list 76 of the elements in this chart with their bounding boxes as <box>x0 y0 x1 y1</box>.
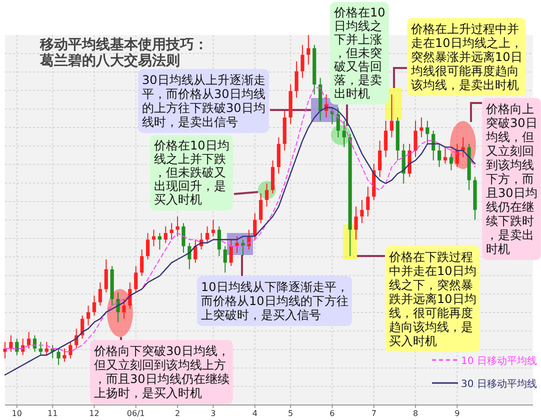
candlestick <box>140 249 144 276</box>
candlestick <box>134 266 138 293</box>
x-tick-label: 2 <box>174 409 180 418</box>
candlestick <box>164 226 168 244</box>
candlestick <box>443 146 448 164</box>
candlestick <box>146 232 150 260</box>
candlestick <box>270 160 275 194</box>
candlestick <box>56 348 60 366</box>
candlestick <box>420 117 424 138</box>
candlestick <box>426 120 430 144</box>
candlestick <box>264 183 269 208</box>
candlestick <box>104 258 108 293</box>
candlestick <box>217 226 221 257</box>
x-tick-label: 12 <box>89 409 100 418</box>
candlestick <box>378 140 382 178</box>
candlestick <box>122 298 126 320</box>
annotation: 30日均线从上升逐渐走平，而价格从30日均线的上方往下跌破30日均线时，是卖出信号 <box>142 73 266 129</box>
candlestick <box>68 341 72 359</box>
candlestick <box>86 305 90 326</box>
candlestick <box>360 200 364 224</box>
x-tick-label: 11 <box>48 409 58 418</box>
candlestick <box>306 34 310 66</box>
candlestick <box>21 338 25 356</box>
candlestick <box>449 153 454 171</box>
annotation: 价格在10日均线之上并下跌，但未跌破又出现回升，是买入时机 <box>153 138 230 206</box>
annotation: 价格向下突破30日均线，但又立刻回到该均线上方，而且30日均线仍在继续上扬时，是买入时机 <box>93 344 230 400</box>
x-tick-label: 7 <box>371 409 376 418</box>
candlestick <box>342 120 346 148</box>
x-tick-label: 6 <box>330 409 335 418</box>
chart-title: 移动平均线基本使用技巧： <box>39 37 208 53</box>
candlestick <box>300 44 304 78</box>
candlestick <box>223 246 227 274</box>
candlestick <box>38 341 42 356</box>
candlestick <box>62 348 66 362</box>
x-tick-label: 3 <box>210 409 216 418</box>
candlestick <box>15 338 19 356</box>
candlestick <box>384 120 388 158</box>
legend-label: 30 日移动平均线 <box>461 378 537 390</box>
candlestick <box>98 282 102 306</box>
candlestick <box>461 136 465 158</box>
candlestick <box>3 341 7 359</box>
text: 价格向上突破30日均线，但又立刻回到该均线下方，而且30日均线仍在继续下跌时，是卖出时机 <box>486 102 538 256</box>
candlestick <box>116 292 120 323</box>
candlestick <box>170 222 174 240</box>
candlestick <box>259 192 263 224</box>
candlestick <box>27 332 31 349</box>
x-tick-label: 9 <box>454 409 460 418</box>
annotation: 价格在上升过程中并走在10日均线之上，突然暴涨并远离10日均线很可能再度趋向该均线，是卖出时机 <box>410 22 522 92</box>
candlestick <box>414 120 418 158</box>
text: 葛兰碧的八大交易法则 <box>39 52 180 69</box>
legend-label: 10 日移动平均线 <box>461 355 537 367</box>
candlestick <box>176 216 180 237</box>
candlestick <box>44 341 48 356</box>
candlestick <box>253 212 257 240</box>
candlestick <box>438 143 442 168</box>
annotation: 价格在下跌过程中并走在10日均线之下，突然暴跌并远离10日均线，很可能再度趋向该均线，是买入时机 <box>388 250 476 348</box>
candlestick <box>205 226 210 244</box>
candlestick <box>194 239 198 264</box>
candlestick <box>390 94 394 138</box>
candlestick <box>294 60 298 98</box>
x-tick-label: 06/1 <box>126 409 145 418</box>
candlestick <box>366 186 370 217</box>
x-tick-label: 8 <box>412 409 418 418</box>
candlestick <box>229 239 233 266</box>
annotation: 10日均线从下降逐渐走平，而价格从10日均线的下方往上突破时，是买入信号 <box>201 280 348 322</box>
annotation: 价格在10日均线之下并上涨，但未突破又告回落，是卖出时机 <box>333 6 386 100</box>
candlestick <box>211 219 216 237</box>
x-tick-label: 5 <box>288 409 294 418</box>
candlestick <box>354 206 358 240</box>
candlestick <box>336 107 340 138</box>
candlestick <box>92 295 96 316</box>
candlestick <box>9 334 13 352</box>
candlestick <box>182 222 186 254</box>
candlestick <box>276 136 280 174</box>
x-tick-label: 10 <box>12 409 22 418</box>
x-tick-label: 4 <box>252 409 258 418</box>
